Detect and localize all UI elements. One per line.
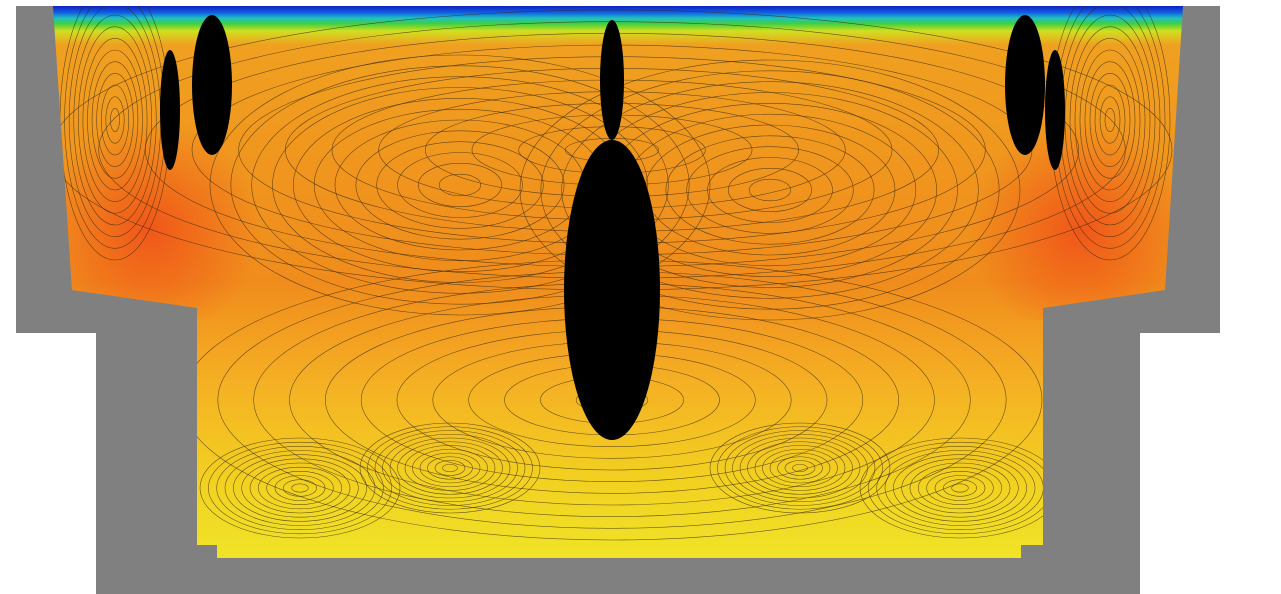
hot-zone xyxy=(40,100,280,320)
flow-visualization xyxy=(0,0,1281,594)
vector-cluster xyxy=(160,50,180,170)
vector-cluster xyxy=(564,140,660,440)
vector-cluster xyxy=(1045,50,1065,170)
vector-cluster xyxy=(1005,15,1045,155)
vector-cluster xyxy=(192,15,232,155)
page: (() => { const g = document.getElementBy… xyxy=(0,0,1281,594)
vector-cluster xyxy=(600,20,624,140)
